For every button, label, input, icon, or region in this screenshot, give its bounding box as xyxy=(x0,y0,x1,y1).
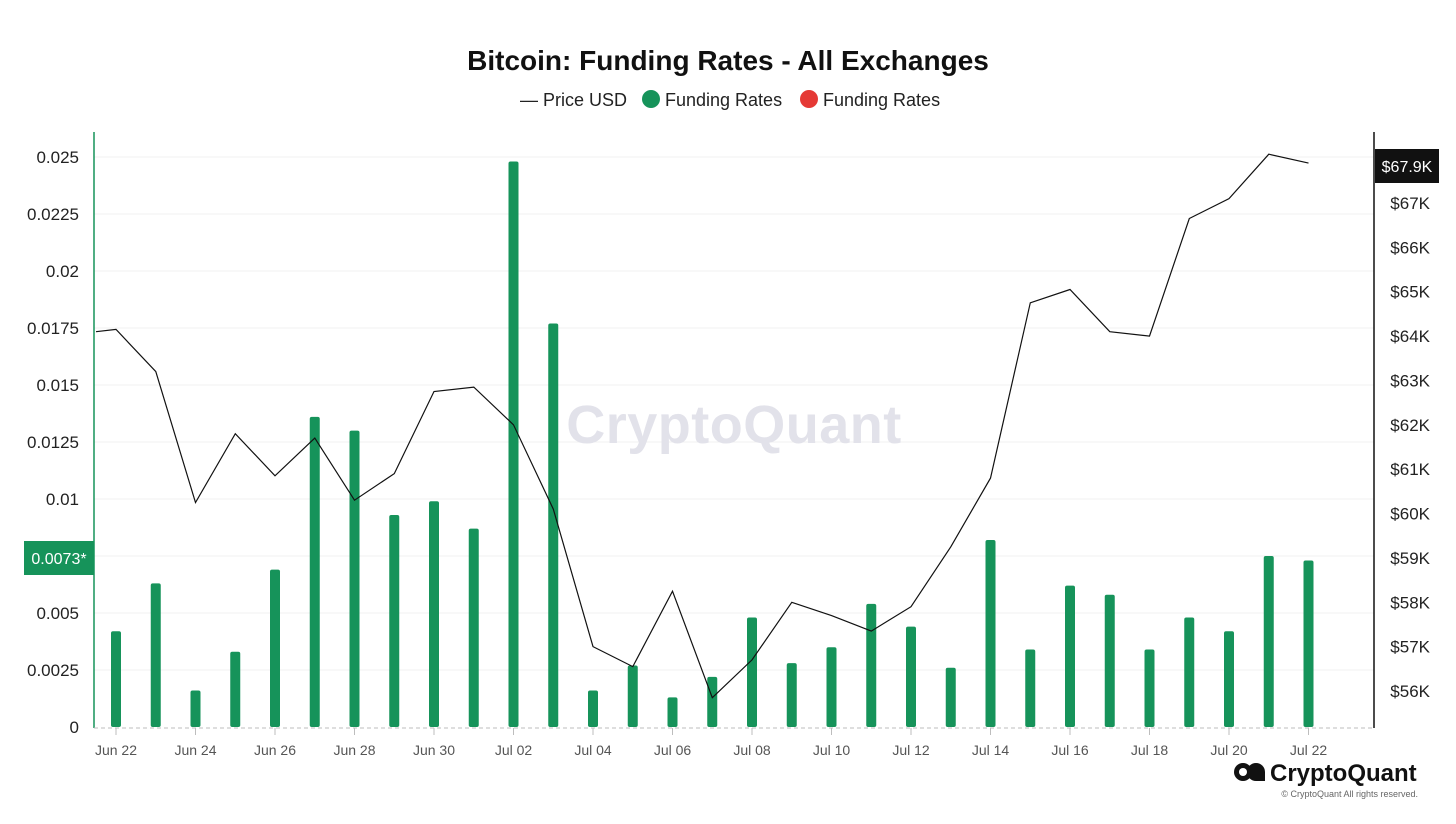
price-current-badge: $67.9K xyxy=(1375,149,1439,183)
right-tick-label: $65K xyxy=(1390,283,1430,302)
funding-bar[interactable] xyxy=(190,690,201,727)
right-tick-label: $56K xyxy=(1390,682,1430,701)
x-tick-label: Jul 16 xyxy=(1051,742,1089,758)
funding-bar[interactable] xyxy=(508,161,519,727)
left-tick-label: 0.015 xyxy=(36,376,79,395)
copyright-text: © CryptoQuant All rights reserved. xyxy=(1281,789,1418,799)
legend-price-line-symbol: — xyxy=(520,90,538,110)
watermark-text: CryptoQuant xyxy=(566,395,902,455)
x-tick-label: Jul 22 xyxy=(1290,742,1328,758)
funding-bar[interactable] xyxy=(906,626,916,727)
price-line xyxy=(95,153,1309,699)
funding-bar[interactable] xyxy=(1263,556,1274,727)
legend-funding-negative-label[interactable]: Funding Rates xyxy=(823,90,940,110)
funding-bar[interactable] xyxy=(826,647,837,727)
funding-bar[interactable] xyxy=(627,665,638,727)
gridlines xyxy=(94,156,1374,671)
right-tick-label: $58K xyxy=(1390,593,1430,612)
cryptoquant-logo-icon xyxy=(1234,763,1265,781)
funding-bar[interactable] xyxy=(1303,560,1314,727)
legend-funding-positive-dot xyxy=(642,90,660,108)
funding-bar[interactable] xyxy=(866,603,877,727)
funding-bar[interactable] xyxy=(468,528,479,727)
left-tick-label: 0.025 xyxy=(36,148,79,167)
legend-funding-negative-dot xyxy=(800,90,818,108)
x-tick-label: Jul 20 xyxy=(1210,742,1248,758)
x-tick-label: Jul 18 xyxy=(1131,742,1169,758)
funding-bar[interactable] xyxy=(945,667,956,727)
left-axis-ticks: 0 0.0025 0.005 0.01 0.0125 0.015 0.0175 0.02 0.0… xyxy=(27,148,79,737)
brand-name: CryptoQuant xyxy=(1270,760,1417,787)
right-tick-label: $66K xyxy=(1390,238,1430,257)
x-axis-ticks: Jun 22 Jun 24 Jun 26 Jun 28 Jun 30 Jul 02 Jul … xyxy=(95,728,1327,758)
funding-bar[interactable] xyxy=(1224,631,1234,727)
funding-bar[interactable] xyxy=(349,430,360,727)
right-tick-label: $64K xyxy=(1390,327,1430,346)
right-tick-label: $57K xyxy=(1390,638,1430,657)
x-tick-label: Jun 24 xyxy=(174,742,216,758)
funding-bar[interactable] xyxy=(429,501,439,727)
left-tick-label: 0.01 xyxy=(46,490,79,509)
x-tick-label: Jun 30 xyxy=(413,742,455,758)
funding-bar[interactable] xyxy=(1184,617,1195,727)
x-tick-label: Jun 22 xyxy=(95,742,137,758)
funding-bar[interactable] xyxy=(786,663,797,727)
right-tick-label: $63K xyxy=(1390,371,1430,390)
funding-bar[interactable] xyxy=(150,583,161,727)
funding-bar[interactable] xyxy=(548,323,559,727)
x-tick-label: Jul 02 xyxy=(495,742,533,758)
right-tick-label: $59K xyxy=(1390,549,1430,568)
funding-bars xyxy=(111,161,1314,727)
left-tick-label: 0.0175 xyxy=(27,319,79,338)
funding-bar[interactable] xyxy=(588,690,598,727)
left-tick-label: 0.0125 xyxy=(27,433,79,452)
funding-bar[interactable] xyxy=(1025,649,1036,727)
price-current-value: $67.9K xyxy=(1382,159,1433,176)
funding-bar[interactable] xyxy=(1065,585,1075,727)
x-tick-label: Jun 28 xyxy=(333,742,375,758)
x-tick-label: Jul 10 xyxy=(813,742,851,758)
funding-bar[interactable] xyxy=(309,416,320,727)
funding-current-badge: 0.0073* xyxy=(24,541,94,575)
right-tick-label: $62K xyxy=(1390,416,1430,435)
funding-bar[interactable] xyxy=(230,651,241,727)
funding-bar[interactable] xyxy=(985,540,996,727)
funding-bar[interactable] xyxy=(747,617,757,727)
x-tick-label: Jun 26 xyxy=(254,742,296,758)
x-tick-label: Jul 08 xyxy=(733,742,771,758)
right-tick-label: $67K xyxy=(1390,194,1430,213)
funding-bar[interactable] xyxy=(111,631,121,727)
funding-bar[interactable] xyxy=(707,676,718,727)
funding-bar[interactable] xyxy=(389,514,400,727)
right-tick-label: $60K xyxy=(1390,505,1430,524)
funding-bar[interactable] xyxy=(1104,594,1115,727)
brand-logo: CryptoQuant © CryptoQuant All rights res… xyxy=(1234,760,1418,799)
left-tick-label: 0 xyxy=(70,718,79,737)
funding-bar[interactable] xyxy=(667,697,678,727)
x-tick-label: Jul 14 xyxy=(972,742,1010,758)
left-tick-label: 0.0225 xyxy=(27,205,79,224)
right-tick-label: $61K xyxy=(1390,460,1430,479)
funding-bar[interactable] xyxy=(1144,649,1155,727)
x-tick-label: Jul 04 xyxy=(574,742,612,758)
legend-price-label[interactable]: Price USD xyxy=(543,90,627,110)
x-tick-label: Jul 12 xyxy=(892,742,930,758)
funding-bar[interactable] xyxy=(270,569,280,727)
left-tick-label: 0.0025 xyxy=(27,661,79,680)
legend-funding-positive-label[interactable]: Funding Rates xyxy=(665,90,782,110)
x-tick-label: Jul 06 xyxy=(654,742,692,758)
legend: — Price USD Funding Rates Funding Rates xyxy=(520,90,940,110)
funding-current-value: 0.0073* xyxy=(31,551,86,568)
chart-title: Bitcoin: Funding Rates - All Exchanges xyxy=(467,45,989,76)
left-tick-label: 0.005 xyxy=(36,604,79,623)
left-tick-label: 0.02 xyxy=(46,262,79,281)
right-axis-ticks: $56K $57K $58K $59K $60K $61K $62K $63K $64K $65K… xyxy=(1390,194,1430,701)
